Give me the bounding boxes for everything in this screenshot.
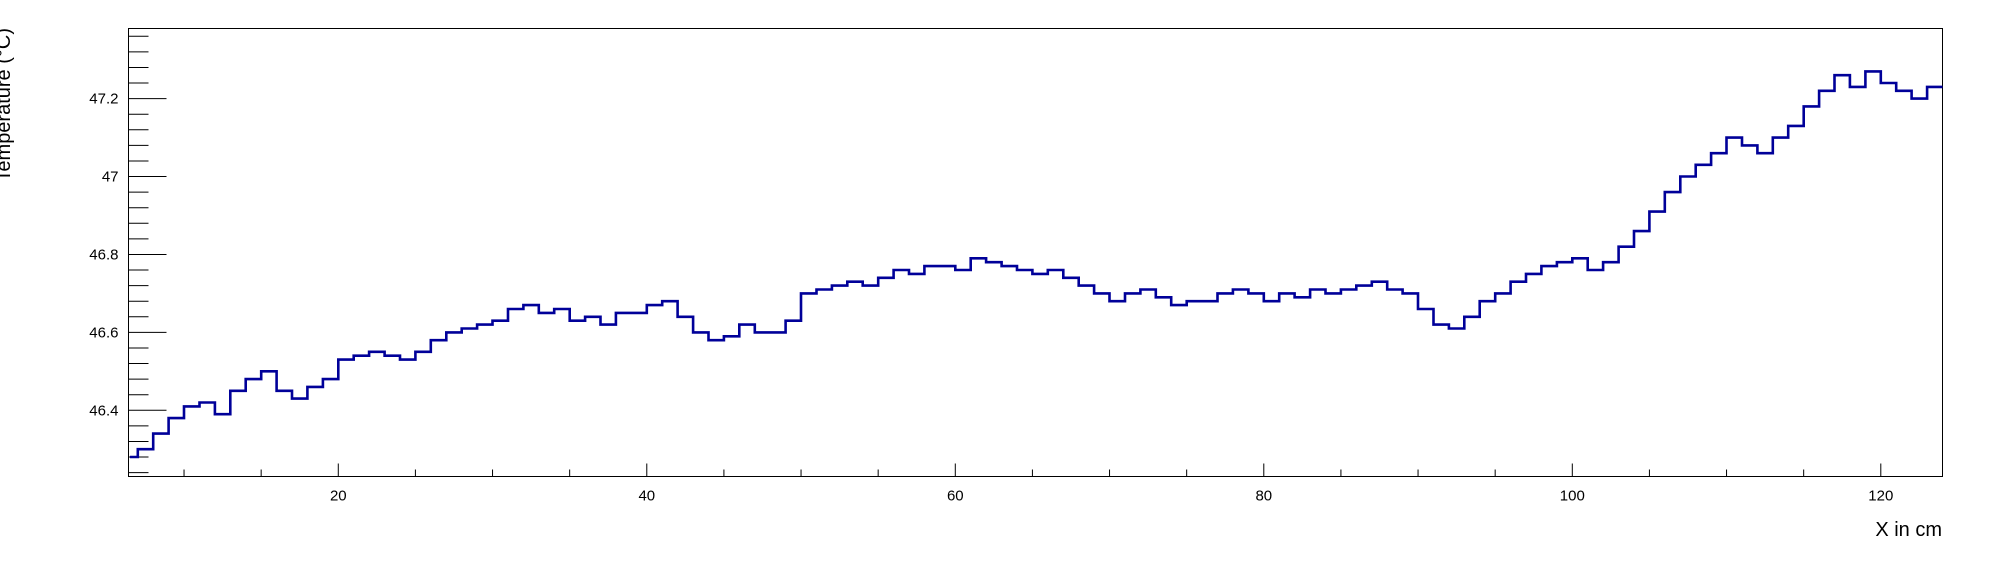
x-axis-ticks	[183, 463, 1882, 477]
x-tick-label: 20	[330, 488, 347, 505]
x-tick-label: 100	[1560, 488, 1585, 505]
x-axis-tick-labels: 20 40 60 80 100 120	[330, 488, 1893, 505]
y-tick-label: 46.8	[89, 246, 118, 263]
y-axis-tick-labels: 46.4 46.6 46.8 47 47.2	[89, 91, 118, 420]
x-tick-label: 40	[638, 488, 655, 505]
x-tick-label: 120	[1868, 488, 1893, 505]
y-axis-ticks	[128, 35, 167, 474]
y-tick-label: 46.6	[89, 324, 118, 341]
temperature-step-line	[130, 70, 1943, 459]
plot-frame	[128, 28, 1943, 477]
y-axis-title: Temperature (°C)	[0, 28, 15, 182]
x-tick-label: 60	[947, 488, 964, 505]
y-tick-label: 46.4	[89, 402, 118, 419]
y-tick-label: 47.2	[89, 91, 118, 108]
y-tick-label: 47	[102, 169, 119, 186]
x-tick-label: 80	[1255, 488, 1272, 505]
x-axis-title: X in cm	[1875, 519, 1942, 541]
temperature-series	[130, 70, 1943, 459]
